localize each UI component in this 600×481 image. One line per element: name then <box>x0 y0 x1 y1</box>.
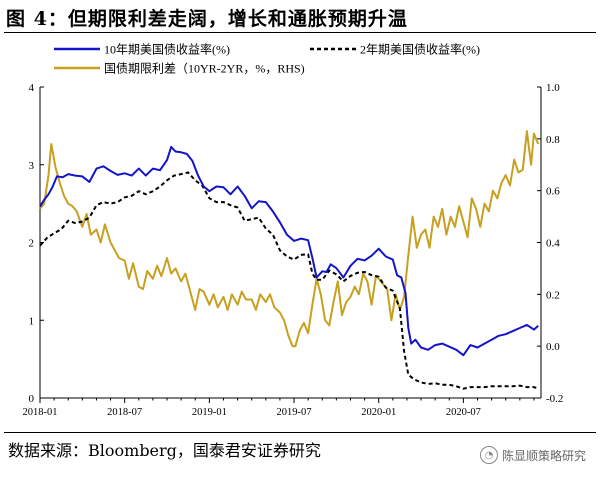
right-tick-label: 0.0 <box>546 341 560 353</box>
left-tick-label: 1 <box>29 315 35 327</box>
x-tick-label: 2020-07 <box>446 407 481 418</box>
left-tick-label: 0 <box>29 393 35 405</box>
right-tick-label: 0.4 <box>546 238 560 250</box>
watermark: ◔ 陈显顺策略研究 <box>479 446 586 464</box>
wechat-icon: ◔ <box>479 446 498 464</box>
watermark-text: 陈显顺策略研究 <box>501 448 586 463</box>
x-tick-label: 2019-07 <box>277 407 312 418</box>
right-tick-label: 1.0 <box>546 82 560 94</box>
title-rule <box>4 32 596 33</box>
x-tick-label: 2018-07 <box>107 407 142 418</box>
chart: 0 1 2 3 4 -0.2 0.0 0.2 0.4 0.6 0.8 1.0 2018-01 2018-0… <box>23 42 564 419</box>
right-tick-label: 0.8 <box>546 134 560 146</box>
series-line-2 <box>39 171 539 390</box>
right-tick-label: 0.2 <box>546 289 560 301</box>
legend-label-1: 10年期美国债收益率(%) <box>104 42 230 57</box>
x-tick-label: 2019-01 <box>192 407 227 418</box>
right-tick-label: -0.2 <box>546 393 563 405</box>
left-tick-label: 2 <box>29 238 35 250</box>
right-tick-label: 0.6 <box>546 186 560 198</box>
x-tick-label: 2018-01 <box>23 407 58 418</box>
left-tick-label: 4 <box>29 82 35 94</box>
source-rule <box>4 432 596 433</box>
source-note: 数据来源：Bloomberg，国泰君安证券研究 <box>8 441 321 460</box>
x-tick-label: 2020-01 <box>361 407 396 418</box>
left-tick-label: 3 <box>29 160 35 172</box>
series-line-3 <box>39 130 540 348</box>
series-line-1 <box>39 145 539 357</box>
legend-label-2: 2年期美国债收益率(%) <box>360 42 480 57</box>
figure-title: 图 4：但期限利差走阔，增长和通胀预期升温 <box>6 8 408 30</box>
legend-label-3: 国债期限利差（10YR-2YR，%，RHS) <box>104 62 305 76</box>
